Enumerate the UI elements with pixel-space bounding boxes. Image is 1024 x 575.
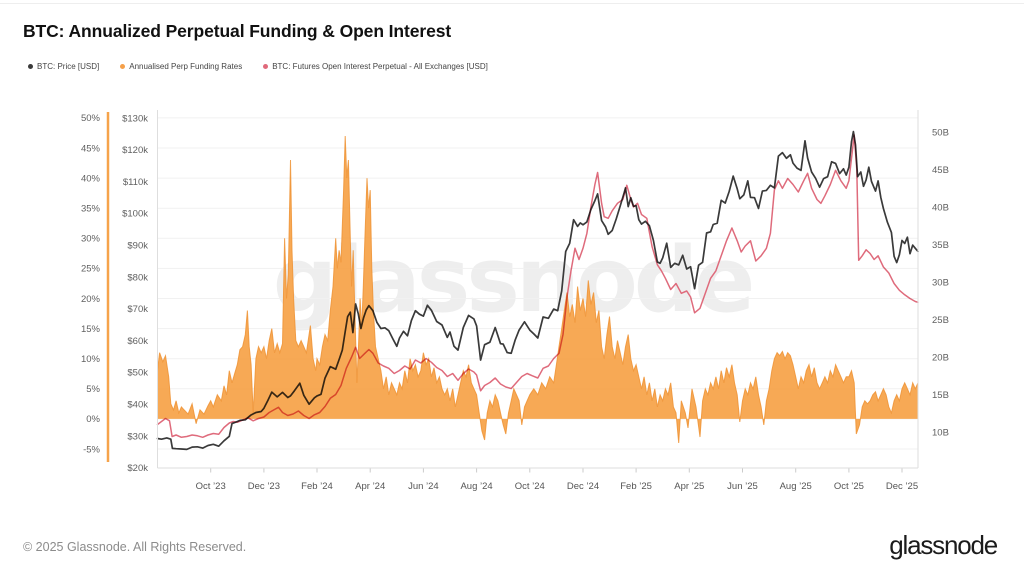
y-axis-label-pct: 45% [81, 143, 101, 154]
legend-dot-icon [28, 64, 33, 69]
y-axis-label-usd: $80k [127, 272, 148, 283]
legend-dot-icon [120, 64, 126, 69]
y-axis-label-usd: $110k [123, 177, 148, 188]
card-top-border [0, 3, 1024, 4]
y-axis-label-usd: $50k [127, 368, 148, 379]
x-axis-label: Apr ’24 [355, 481, 385, 492]
x-axis-label: Dec ’25 [886, 481, 918, 492]
legend-item-open-interest[interactable]: BTC: Futures Open Interest Perpetual - A… [263, 62, 488, 71]
y-axis-label-pct: 5% [86, 384, 100, 395]
legend-dot-icon [263, 64, 269, 69]
page-title: BTC: Annualized Perpetual Funding & Open… [23, 21, 452, 41]
copyright-text: © 2025 Glassnode. All Rights Reserved. [23, 540, 247, 554]
x-axis-label: Aug ’25 [780, 481, 812, 492]
glassnode-logo: glassnode [889, 530, 998, 560]
y-axis-label-oi: 50B [932, 127, 949, 138]
y-axis-label-pct: 25% [81, 264, 101, 275]
x-axis-label: Oct ’23 [196, 481, 226, 492]
x-axis-label: Jun ’25 [727, 481, 758, 492]
y-axis-label-usd: $130k [122, 113, 148, 124]
y-axis-label-pct: 30% [81, 234, 101, 245]
y-axis-label-pct: 40% [81, 173, 101, 184]
y-axis-label-pct: -5% [83, 444, 100, 455]
y-axis-label-usd: $100k [122, 209, 148, 220]
y-axis-label-usd: $30k [127, 431, 148, 442]
x-axis-label: Dec ’24 [567, 481, 599, 492]
legend-item-funding-rates[interactable]: Annualised Perp Funding Rates [120, 62, 242, 71]
y-axis-label-usd: $70k [127, 304, 148, 315]
x-axis-label: Apr ’25 [674, 481, 704, 492]
y-axis-label-oi: 15B [932, 390, 949, 401]
y-axis-label-usd: $90k [127, 241, 148, 252]
legend-item-label: BTC: Futures Open Interest Perpetual - A… [272, 62, 488, 71]
x-axis-label: Oct ’24 [515, 481, 545, 492]
y-axis-label-pct: 35% [81, 204, 101, 215]
y-axis-label-pct: 50% [81, 113, 101, 124]
y-axis-label-usd: $20k [127, 463, 148, 474]
y-axis-label-pct: 15% [81, 324, 101, 335]
y-axis-label-oi: 35B [932, 240, 949, 251]
y-axis-label-oi: 30B [932, 277, 949, 288]
x-axis-label: Aug ’24 [460, 481, 492, 492]
btc-price-series [156, 130, 919, 451]
y-axis-label-oi: 40B [932, 202, 949, 213]
y-axis-label-oi: 20B [932, 352, 949, 363]
open-interest-series [156, 134, 919, 439]
y-axis-label-pct: 0% [86, 414, 100, 425]
y-axis-label-usd: $60k [127, 336, 148, 347]
x-axis-label: Feb ’24 [301, 481, 333, 492]
funding-area-edge [157, 135, 919, 444]
y-axis-label-usd: $40k [127, 400, 148, 411]
legend-item-label: BTC: Price [USD] [37, 62, 100, 71]
y-axis-label-oi: 25B [932, 315, 949, 326]
legend-item-label: Annualised Perp Funding Rates [129, 62, 243, 71]
x-axis-label: Dec ’23 [248, 481, 280, 492]
y-axis-label-usd: $120k [122, 145, 148, 156]
y-axis-label-oi: 45B [932, 165, 949, 176]
y-axis-label-pct: 20% [81, 294, 101, 305]
legend-item-btc-price[interactable]: BTC: Price [USD] [28, 62, 99, 71]
y-axis-label-pct: 10% [81, 354, 101, 365]
y-axis-label-oi: 10B [932, 427, 949, 438]
x-axis-label: Jun ’24 [408, 481, 439, 492]
chart-legend: BTC: Price [USD] Annualised Perp Funding … [28, 62, 488, 71]
x-axis-label: Feb ’25 [620, 481, 652, 492]
x-axis-label: Oct ’25 [834, 481, 864, 492]
